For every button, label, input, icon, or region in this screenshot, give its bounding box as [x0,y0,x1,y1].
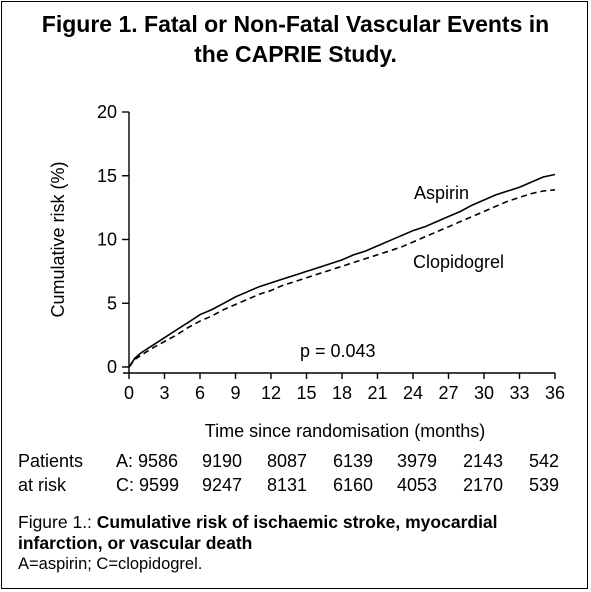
risk-row-prefix: C: 9599 [116,475,180,495]
x-axis-label: Time since randomisation (months) [205,421,485,441]
risk-cell: 539 [529,475,560,495]
x-tick-label: 15 [296,383,316,403]
p-value-annotation: p = 0.043 [300,341,376,361]
x-tick-label: 12 [261,383,281,403]
x-tick-label: 36 [545,383,565,403]
figure-title-line-2: the CAPRIE Study. [194,41,397,67]
y-tick-label: 15 [97,166,117,186]
risk-cell: 2143 [463,451,504,471]
series-label-clopidogrel: Clopidogrel [413,252,504,272]
x-tick-label: 9 [230,383,240,403]
risk-cell: 6139 [333,451,374,471]
series-line-clopidogrel [128,189,556,368]
risk-cell: 9247 [202,475,243,495]
figure-title-line-1: Figure 1. Fatal or Non-Fatal Vascular Ev… [41,11,550,37]
risk-cell: 6160 [333,475,374,495]
risk-cell: 542 [529,451,560,471]
x-tick-label: 3 [159,383,169,403]
y-tick-label: 10 [97,230,117,250]
x-tick-label: 0 [124,383,134,403]
risk-cell: 3979 [397,451,438,471]
risk-cell: 2170 [463,475,504,495]
risk-row-prefix: A: 9586 [116,451,179,471]
caption-abbreviations: A=aspirin; C=clopidogrel. [18,555,203,573]
risk-row-label-1: Patients [18,451,84,471]
x-tick-label: 6 [195,383,205,403]
y-tick-label: 0 [107,357,117,377]
risk-row-label-2: at risk [18,475,67,495]
y-tick-label: 5 [107,293,117,313]
series-label-aspirin: Aspirin [414,183,469,203]
x-tick-label: 33 [509,383,529,403]
x-tick-label: 30 [474,383,494,403]
risk-cell: 9190 [202,451,243,471]
risk-cell: 8087 [267,451,308,471]
risk-cell: 8131 [267,475,308,495]
figure-caption: Figure 1.: Cumulative risk of ischaemic … [18,512,578,575]
x-tick-label: 21 [367,383,387,403]
x-tick-label: 27 [438,383,458,403]
risk-cell: 4053 [397,475,438,495]
series-line-aspirin [128,173,556,368]
caption-prefix: Figure 1.: [18,512,97,532]
caption-description: Cumulative risk of ischaemic stroke, myo… [18,512,498,553]
y-tick-label: 20 [97,102,117,122]
x-tick-label: 24 [403,383,423,403]
x-tick-label: 18 [332,383,352,403]
y-axis-label: Cumulative risk (%) [48,161,68,317]
